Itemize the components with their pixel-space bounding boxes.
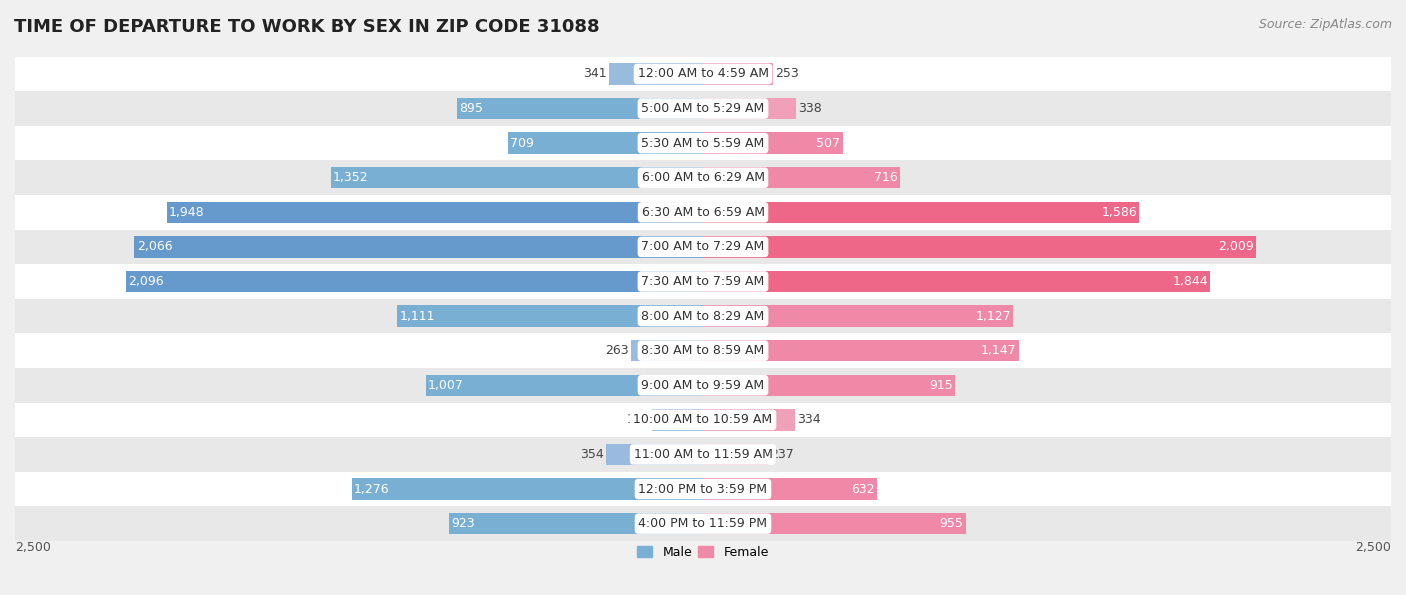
Bar — [703, 305, 1014, 327]
Text: 6:00 AM to 6:29 AM: 6:00 AM to 6:29 AM — [641, 171, 765, 184]
Bar — [703, 133, 842, 154]
Text: 1,127: 1,127 — [976, 309, 1011, 322]
Text: TIME OF DEPARTURE TO WORK BY SEX IN ZIP CODE 31088: TIME OF DEPARTURE TO WORK BY SEX IN ZIP … — [14, 18, 600, 36]
Text: 237: 237 — [770, 448, 794, 461]
Bar — [703, 167, 900, 189]
Text: 9:00 AM to 9:59 AM: 9:00 AM to 9:59 AM — [641, 379, 765, 392]
Bar — [15, 299, 1391, 333]
Text: 11:00 AM to 11:59 AM: 11:00 AM to 11:59 AM — [634, 448, 772, 461]
Bar — [15, 264, 1391, 299]
Bar — [15, 472, 1391, 506]
Bar — [606, 444, 703, 465]
Bar — [15, 161, 1391, 195]
Bar — [703, 513, 966, 534]
Text: 338: 338 — [799, 102, 823, 115]
Bar — [398, 305, 703, 327]
Bar — [703, 444, 768, 465]
Text: 507: 507 — [817, 137, 841, 149]
Text: 5:00 AM to 5:29 AM: 5:00 AM to 5:29 AM — [641, 102, 765, 115]
Bar — [15, 368, 1391, 403]
Text: 12:00 PM to 3:59 PM: 12:00 PM to 3:59 PM — [638, 483, 768, 496]
Bar — [703, 374, 955, 396]
Bar — [609, 63, 703, 84]
Bar — [15, 333, 1391, 368]
Bar — [508, 133, 703, 154]
Text: 334: 334 — [797, 414, 821, 427]
Text: 184: 184 — [627, 414, 650, 427]
Bar — [330, 167, 703, 189]
Text: 341: 341 — [583, 67, 607, 80]
Text: 2,066: 2,066 — [136, 240, 173, 253]
Bar — [15, 91, 1391, 126]
Text: 2,009: 2,009 — [1218, 240, 1254, 253]
Text: 6:30 AM to 6:59 AM: 6:30 AM to 6:59 AM — [641, 206, 765, 219]
Bar — [352, 478, 703, 500]
Bar — [135, 236, 703, 258]
Bar — [15, 403, 1391, 437]
Text: 709: 709 — [510, 137, 534, 149]
Bar — [703, 271, 1211, 292]
Bar — [15, 437, 1391, 472]
Bar — [703, 236, 1256, 258]
Bar — [15, 195, 1391, 230]
Text: 12:00 AM to 4:59 AM: 12:00 AM to 4:59 AM — [637, 67, 769, 80]
Text: 1,948: 1,948 — [169, 206, 205, 219]
Text: 253: 253 — [775, 67, 799, 80]
Text: 895: 895 — [458, 102, 482, 115]
Bar — [15, 126, 1391, 161]
Text: 632: 632 — [851, 483, 875, 496]
Text: 1,007: 1,007 — [427, 379, 464, 392]
Text: 923: 923 — [451, 517, 475, 530]
Bar — [631, 340, 703, 361]
Text: 2,500: 2,500 — [1355, 541, 1391, 554]
Text: 8:30 AM to 8:59 AM: 8:30 AM to 8:59 AM — [641, 344, 765, 357]
Text: 1,352: 1,352 — [333, 171, 368, 184]
Text: 263: 263 — [605, 344, 628, 357]
Legend: Male, Female: Male, Female — [633, 541, 773, 563]
Text: 1,111: 1,111 — [399, 309, 434, 322]
Text: 4:00 PM to 11:59 PM: 4:00 PM to 11:59 PM — [638, 517, 768, 530]
Bar — [652, 409, 703, 431]
Bar — [426, 374, 703, 396]
Text: 1,586: 1,586 — [1101, 206, 1137, 219]
Bar — [15, 230, 1391, 264]
Bar — [127, 271, 703, 292]
Text: 8:00 AM to 8:29 AM: 8:00 AM to 8:29 AM — [641, 309, 765, 322]
Text: 7:30 AM to 7:59 AM: 7:30 AM to 7:59 AM — [641, 275, 765, 288]
Bar — [703, 340, 1019, 361]
Bar — [703, 98, 796, 119]
Text: 716: 716 — [875, 171, 898, 184]
Bar — [15, 506, 1391, 541]
Text: 915: 915 — [929, 379, 953, 392]
Text: 1,844: 1,844 — [1173, 275, 1208, 288]
Bar — [167, 202, 703, 223]
Text: 354: 354 — [579, 448, 603, 461]
Text: 10:00 AM to 10:59 AM: 10:00 AM to 10:59 AM — [634, 414, 772, 427]
Text: 1,276: 1,276 — [354, 483, 389, 496]
Text: 955: 955 — [939, 517, 963, 530]
Text: 2,096: 2,096 — [128, 275, 165, 288]
Text: 5:30 AM to 5:59 AM: 5:30 AM to 5:59 AM — [641, 137, 765, 149]
Bar — [15, 57, 1391, 91]
Text: Source: ZipAtlas.com: Source: ZipAtlas.com — [1258, 18, 1392, 31]
Bar — [457, 98, 703, 119]
Text: 2,500: 2,500 — [15, 541, 51, 554]
Bar — [703, 202, 1139, 223]
Bar — [703, 63, 773, 84]
Text: 1,147: 1,147 — [981, 344, 1017, 357]
Bar — [703, 478, 877, 500]
Bar — [703, 409, 794, 431]
Text: 7:00 AM to 7:29 AM: 7:00 AM to 7:29 AM — [641, 240, 765, 253]
Bar — [449, 513, 703, 534]
